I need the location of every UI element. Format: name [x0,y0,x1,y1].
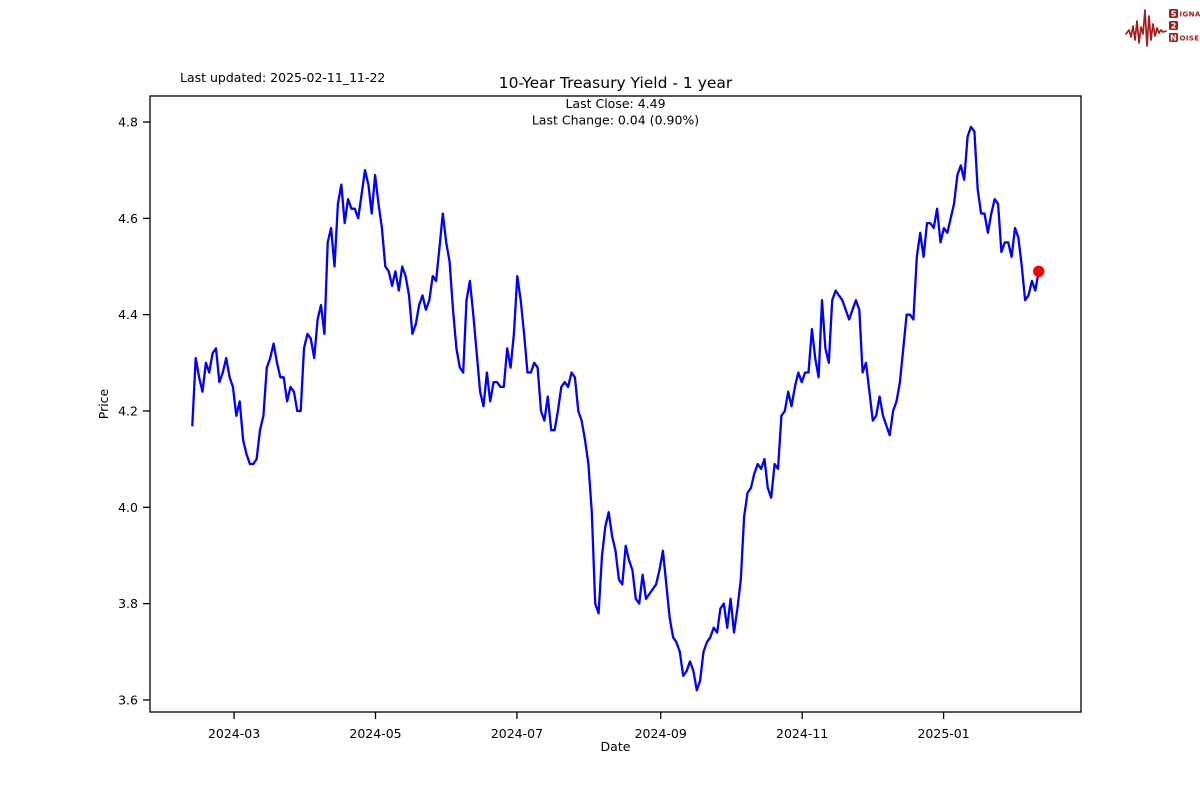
chart-subtitle-last-close: Last Close: 4.49 [565,96,665,111]
ecg-waveform-icon [1125,9,1167,47]
logo-text-signal: IGNAL [1180,10,1200,18]
y-axis-tick-label: 4.0 [118,500,138,515]
logo-initial-n: N [1170,34,1177,43]
chart-title: 10-Year Treasury Yield - 1 year [499,74,733,92]
x-axis-tick-label: 2025-01 [917,726,969,741]
y-axis-label: Price [96,388,111,419]
plot-frame [149,95,1082,713]
logo-box-s [1169,9,1178,18]
y-axis-tick-label: 3.8 [118,596,138,611]
logo-box-n [1169,33,1178,42]
plot-area: 2024-03 2024-05 2024-07 2024-09 2024-11 2025-… [118,115,1045,741]
y-axis-tick-label: 4.2 [118,403,138,418]
logo-text-noise: OISE [1180,34,1200,42]
chart-subtitle-last-change: Last Change: 0.04 (0.90%) [532,113,699,128]
signal2noise-logo: S IGNAL 2 N OISE [1125,9,1200,47]
logo-initial-2: 2 [1171,22,1177,31]
last-updated-label: Last updated: 2025-02-11_11-22 [180,70,385,85]
last-close-marker [1033,265,1045,277]
y-axis-tick-label: 4.6 [118,211,138,226]
x-axis-tick-label: 2024-11 [776,726,828,741]
price-line [191,125,1040,692]
logo-box-2 [1169,21,1178,30]
y-axis-tick-label: 4.4 [118,307,138,322]
x-axis-label: Date [601,739,631,754]
x-axis-tick-label: 2024-03 [208,726,260,741]
x-axis-tick-label: 2024-09 [635,726,687,741]
y-axis-tick-label: 4.8 [118,115,138,130]
x-axis-tick-label: 2024-07 [491,726,543,741]
logo-initial-s: S [1171,10,1177,19]
y-axis-tick-label: 3.6 [118,692,138,707]
x-axis-tick-label: 2024-05 [349,726,401,741]
